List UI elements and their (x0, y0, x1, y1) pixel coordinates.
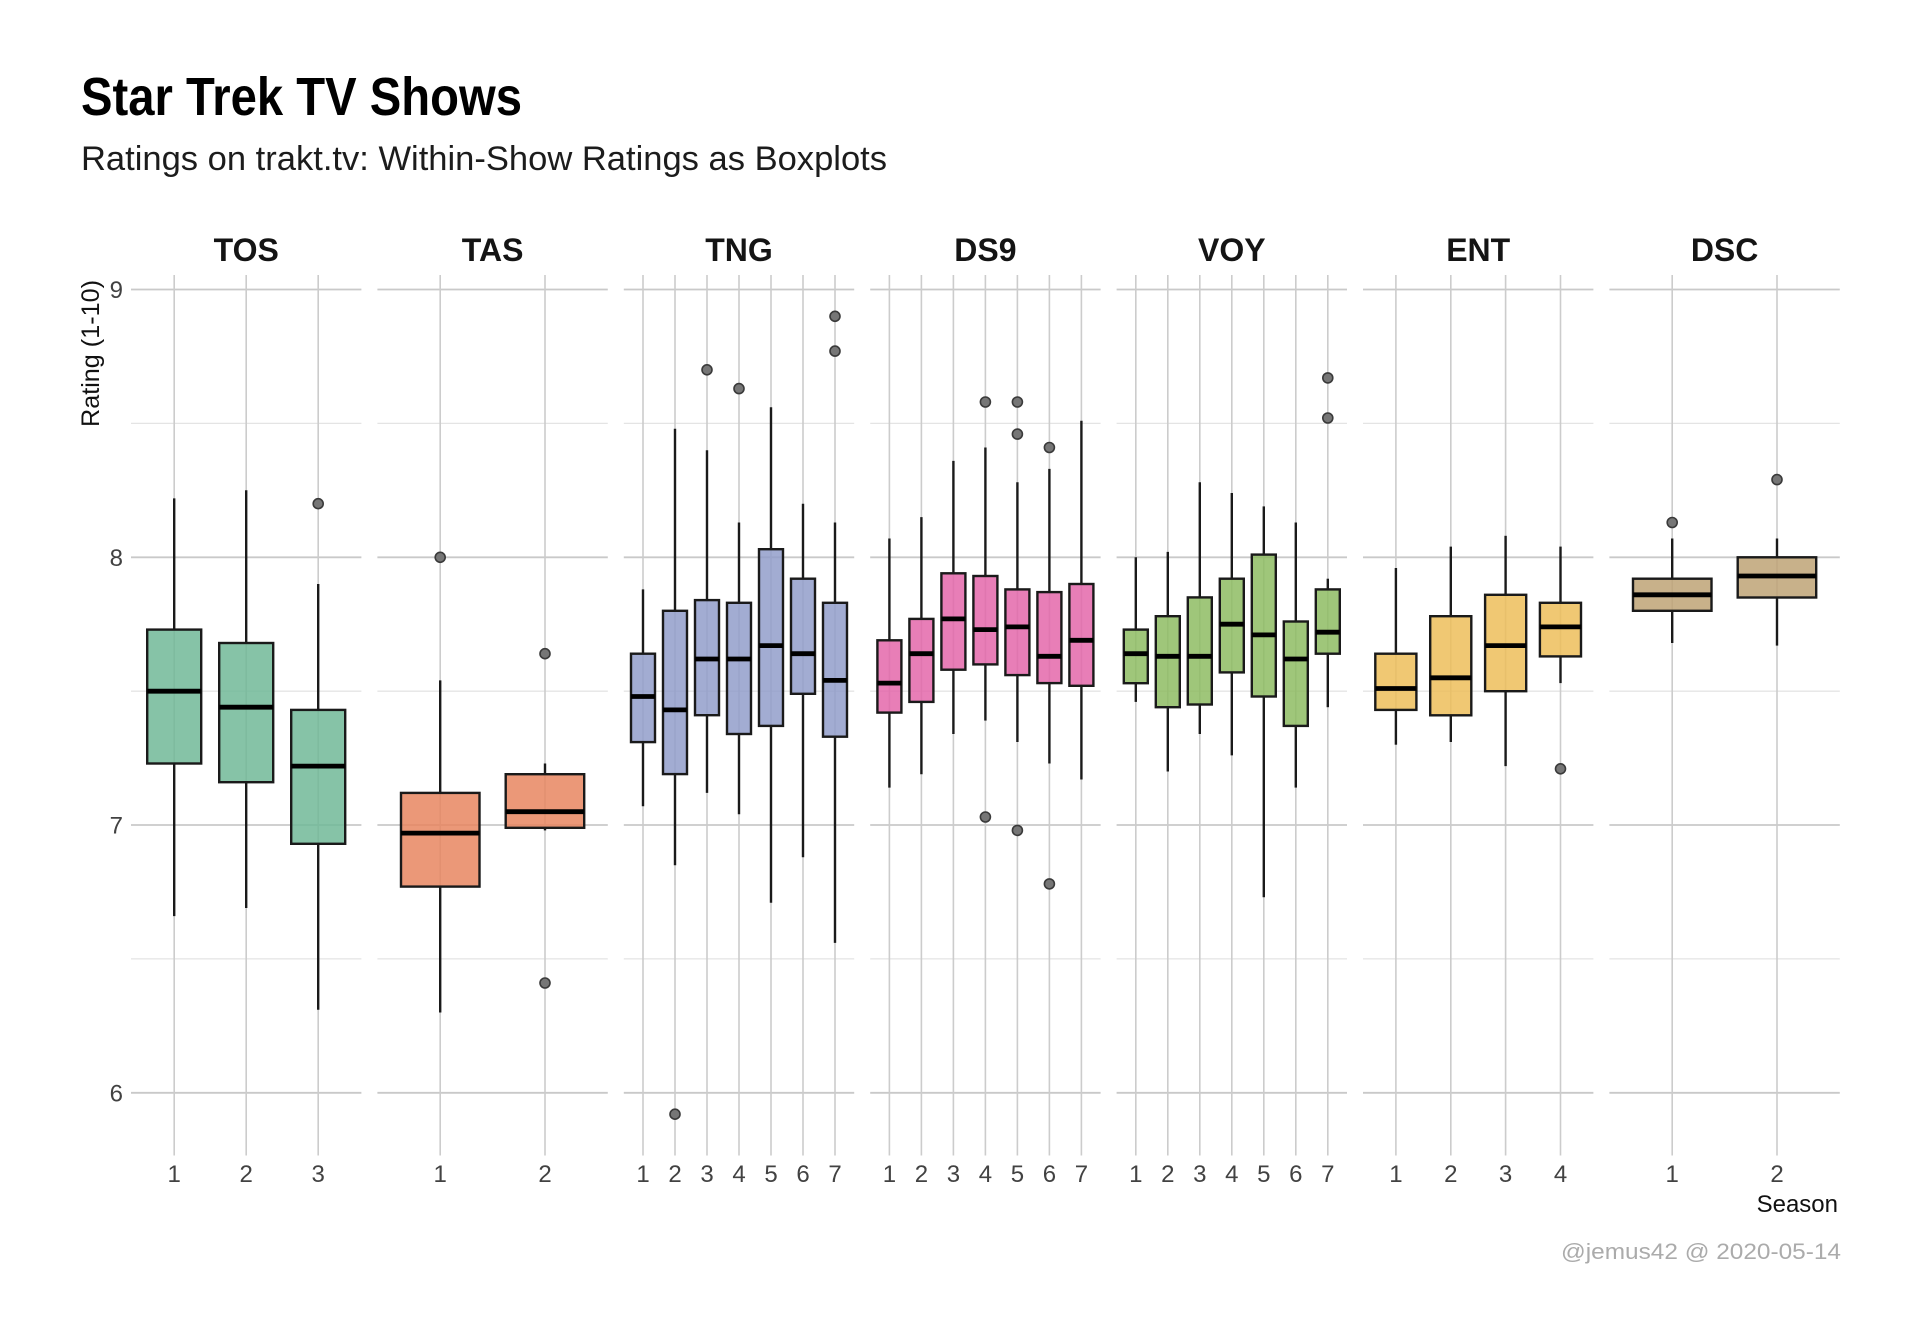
svg-text:1: 1 (1666, 1161, 1679, 1188)
svg-text:6: 6 (110, 1080, 123, 1107)
svg-text:TOS: TOS (214, 232, 279, 268)
svg-text:@jemus42 @ 2020-05-14: @jemus42 @ 2020-05-14 (1561, 1239, 1841, 1264)
svg-text:TNG: TNG (705, 232, 773, 268)
svg-text:7: 7 (1075, 1161, 1088, 1188)
svg-text:7: 7 (1321, 1161, 1334, 1188)
svg-text:3: 3 (947, 1161, 960, 1188)
svg-text:4: 4 (1225, 1161, 1238, 1188)
svg-text:3: 3 (700, 1161, 713, 1188)
svg-text:4: 4 (732, 1161, 745, 1188)
svg-text:2: 2 (1770, 1161, 1783, 1188)
svg-text:5: 5 (764, 1161, 777, 1188)
svg-text:4: 4 (979, 1161, 992, 1188)
svg-text:3: 3 (1193, 1161, 1206, 1188)
svg-text:6: 6 (796, 1161, 809, 1188)
svg-text:3: 3 (1499, 1161, 1512, 1188)
svg-text:7: 7 (828, 1161, 841, 1188)
svg-text:1: 1 (883, 1161, 896, 1188)
svg-text:DSC: DSC (1691, 232, 1759, 268)
svg-text:TAS: TAS (462, 232, 524, 268)
svg-text:9: 9 (110, 277, 123, 304)
svg-text:1: 1 (434, 1161, 447, 1188)
svg-text:1: 1 (1129, 1161, 1142, 1188)
svg-text:2: 2 (1161, 1161, 1174, 1188)
svg-text:8: 8 (110, 545, 123, 572)
svg-text:2: 2 (1444, 1161, 1457, 1188)
svg-text:2: 2 (915, 1161, 928, 1188)
svg-text:6: 6 (1289, 1161, 1302, 1188)
svg-text:3: 3 (312, 1161, 325, 1188)
svg-text:5: 5 (1257, 1161, 1270, 1188)
svg-text:VOY: VOY (1198, 232, 1266, 268)
svg-text:Rating (1-10): Rating (1-10) (77, 280, 105, 427)
svg-text:7: 7 (110, 813, 123, 840)
svg-text:Star Trek TV Shows: Star Trek TV Shows (81, 67, 522, 127)
svg-text:2: 2 (538, 1161, 551, 1188)
svg-text:Season: Season (1757, 1191, 1838, 1218)
svg-text:DS9: DS9 (954, 232, 1016, 268)
svg-text:5: 5 (1011, 1161, 1024, 1188)
svg-text:2: 2 (668, 1161, 681, 1188)
svg-text:1: 1 (1389, 1161, 1402, 1188)
svg-text:1: 1 (636, 1161, 649, 1188)
svg-text:1: 1 (168, 1161, 181, 1188)
svg-text:2: 2 (240, 1161, 253, 1188)
svg-text:Ratings on trakt.tv: Within-Sh: Ratings on trakt.tv: Within-Show Ratings… (81, 140, 887, 178)
svg-text:ENT: ENT (1446, 232, 1510, 268)
svg-text:4: 4 (1554, 1161, 1567, 1188)
svg-text:6: 6 (1043, 1161, 1056, 1188)
